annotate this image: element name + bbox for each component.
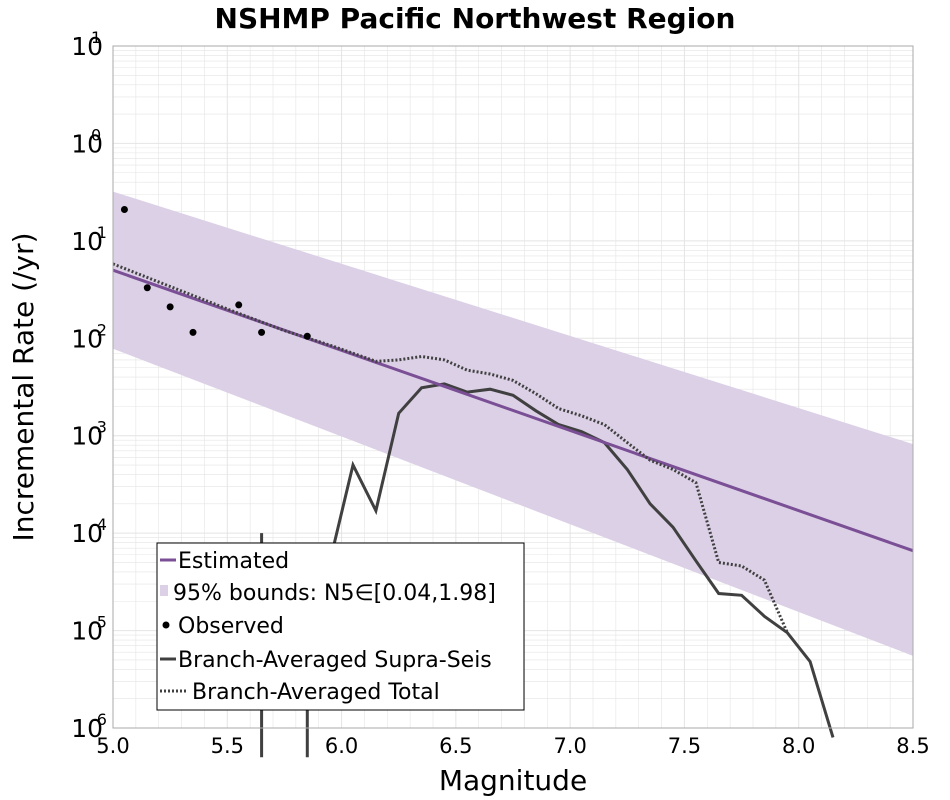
observed-point xyxy=(189,328,197,336)
y-tick-base: 10 xyxy=(71,714,103,743)
x-tick-label: 7.5 xyxy=(668,734,701,758)
legend-swatch-observed xyxy=(162,621,170,629)
x-tick-label: 5.0 xyxy=(96,734,129,758)
observed-point xyxy=(120,205,128,213)
y-tick-exponent: -2 xyxy=(91,320,107,339)
y-tick-exponent: -4 xyxy=(91,515,107,534)
x-tick-label: 5.5 xyxy=(211,734,244,758)
y-tick-base: 10 xyxy=(71,422,103,451)
x-tick-label: 8.0 xyxy=(782,734,815,758)
legend-label-bounds: 95% bounds: N5∈[0.04,1.98] xyxy=(173,581,496,606)
y-tick-base: 10 xyxy=(71,519,103,548)
chart-title: NSHMP Pacific Northwest Region xyxy=(215,2,736,35)
legend-box xyxy=(156,542,525,711)
observed-point xyxy=(303,332,311,340)
x-axis-label: Magnitude xyxy=(439,764,587,797)
x-tick-label: 8.5 xyxy=(896,734,929,758)
x-tick-label: 6.0 xyxy=(325,734,358,758)
observed-point xyxy=(166,303,174,311)
y-tick-base: 10 xyxy=(71,129,103,158)
y-tick-base: 10 xyxy=(71,324,103,353)
legend-label-total: Branch-Averaged Total xyxy=(192,680,440,705)
y-tick-base: 10 xyxy=(71,32,103,61)
legend-label-observed: Observed xyxy=(178,614,284,639)
y-tick-exponent: -6 xyxy=(91,710,107,729)
y-tick-label: 10-6 xyxy=(71,710,107,743)
x-tick-labels: 5.0 5.5 6.0 6.5 7.0 7.5 8.0 8.5 xyxy=(96,734,929,758)
y-axis-label: Incremental Rate (/yr) xyxy=(7,232,40,541)
y-tick-label: 10-4 xyxy=(71,515,107,548)
x-tick-label: 6.5 xyxy=(439,734,472,758)
y-tick-label: 10-3 xyxy=(71,418,107,451)
y-tick-exponent: -1 xyxy=(91,223,107,242)
y-tick-label: 10-1 xyxy=(71,223,107,256)
y-tick-label: 10-2 xyxy=(71,320,107,353)
y-tick-exponent: 1 xyxy=(91,28,101,47)
y-tick-base: 10 xyxy=(71,227,103,256)
x-tick-label: 7.0 xyxy=(553,734,586,758)
observed-point xyxy=(235,301,243,309)
legend: Estimated 95% bounds: N5∈[0.04,1.98] Obs… xyxy=(156,542,525,711)
estimated-line xyxy=(112,268,914,553)
legend-label-supra: Branch-Averaged Supra-Seis xyxy=(178,648,492,673)
observed-points-layer xyxy=(120,205,311,340)
y-tick-label: 10-5 xyxy=(71,613,107,646)
y-tick-label: 101 xyxy=(71,28,103,61)
plot-frame xyxy=(112,45,914,729)
y-tick-exponent: -3 xyxy=(91,418,107,437)
y-tick-base: 10 xyxy=(71,617,103,646)
observed-point xyxy=(143,284,151,292)
y-tick-exponent: -5 xyxy=(91,613,107,632)
legend-swatch-bounds xyxy=(160,585,168,596)
y-tick-exponent: 0 xyxy=(91,125,101,144)
y-tick-label: 100 xyxy=(71,125,103,158)
observed-point xyxy=(258,328,266,336)
legend-label-estimated: Estimated xyxy=(178,549,289,574)
